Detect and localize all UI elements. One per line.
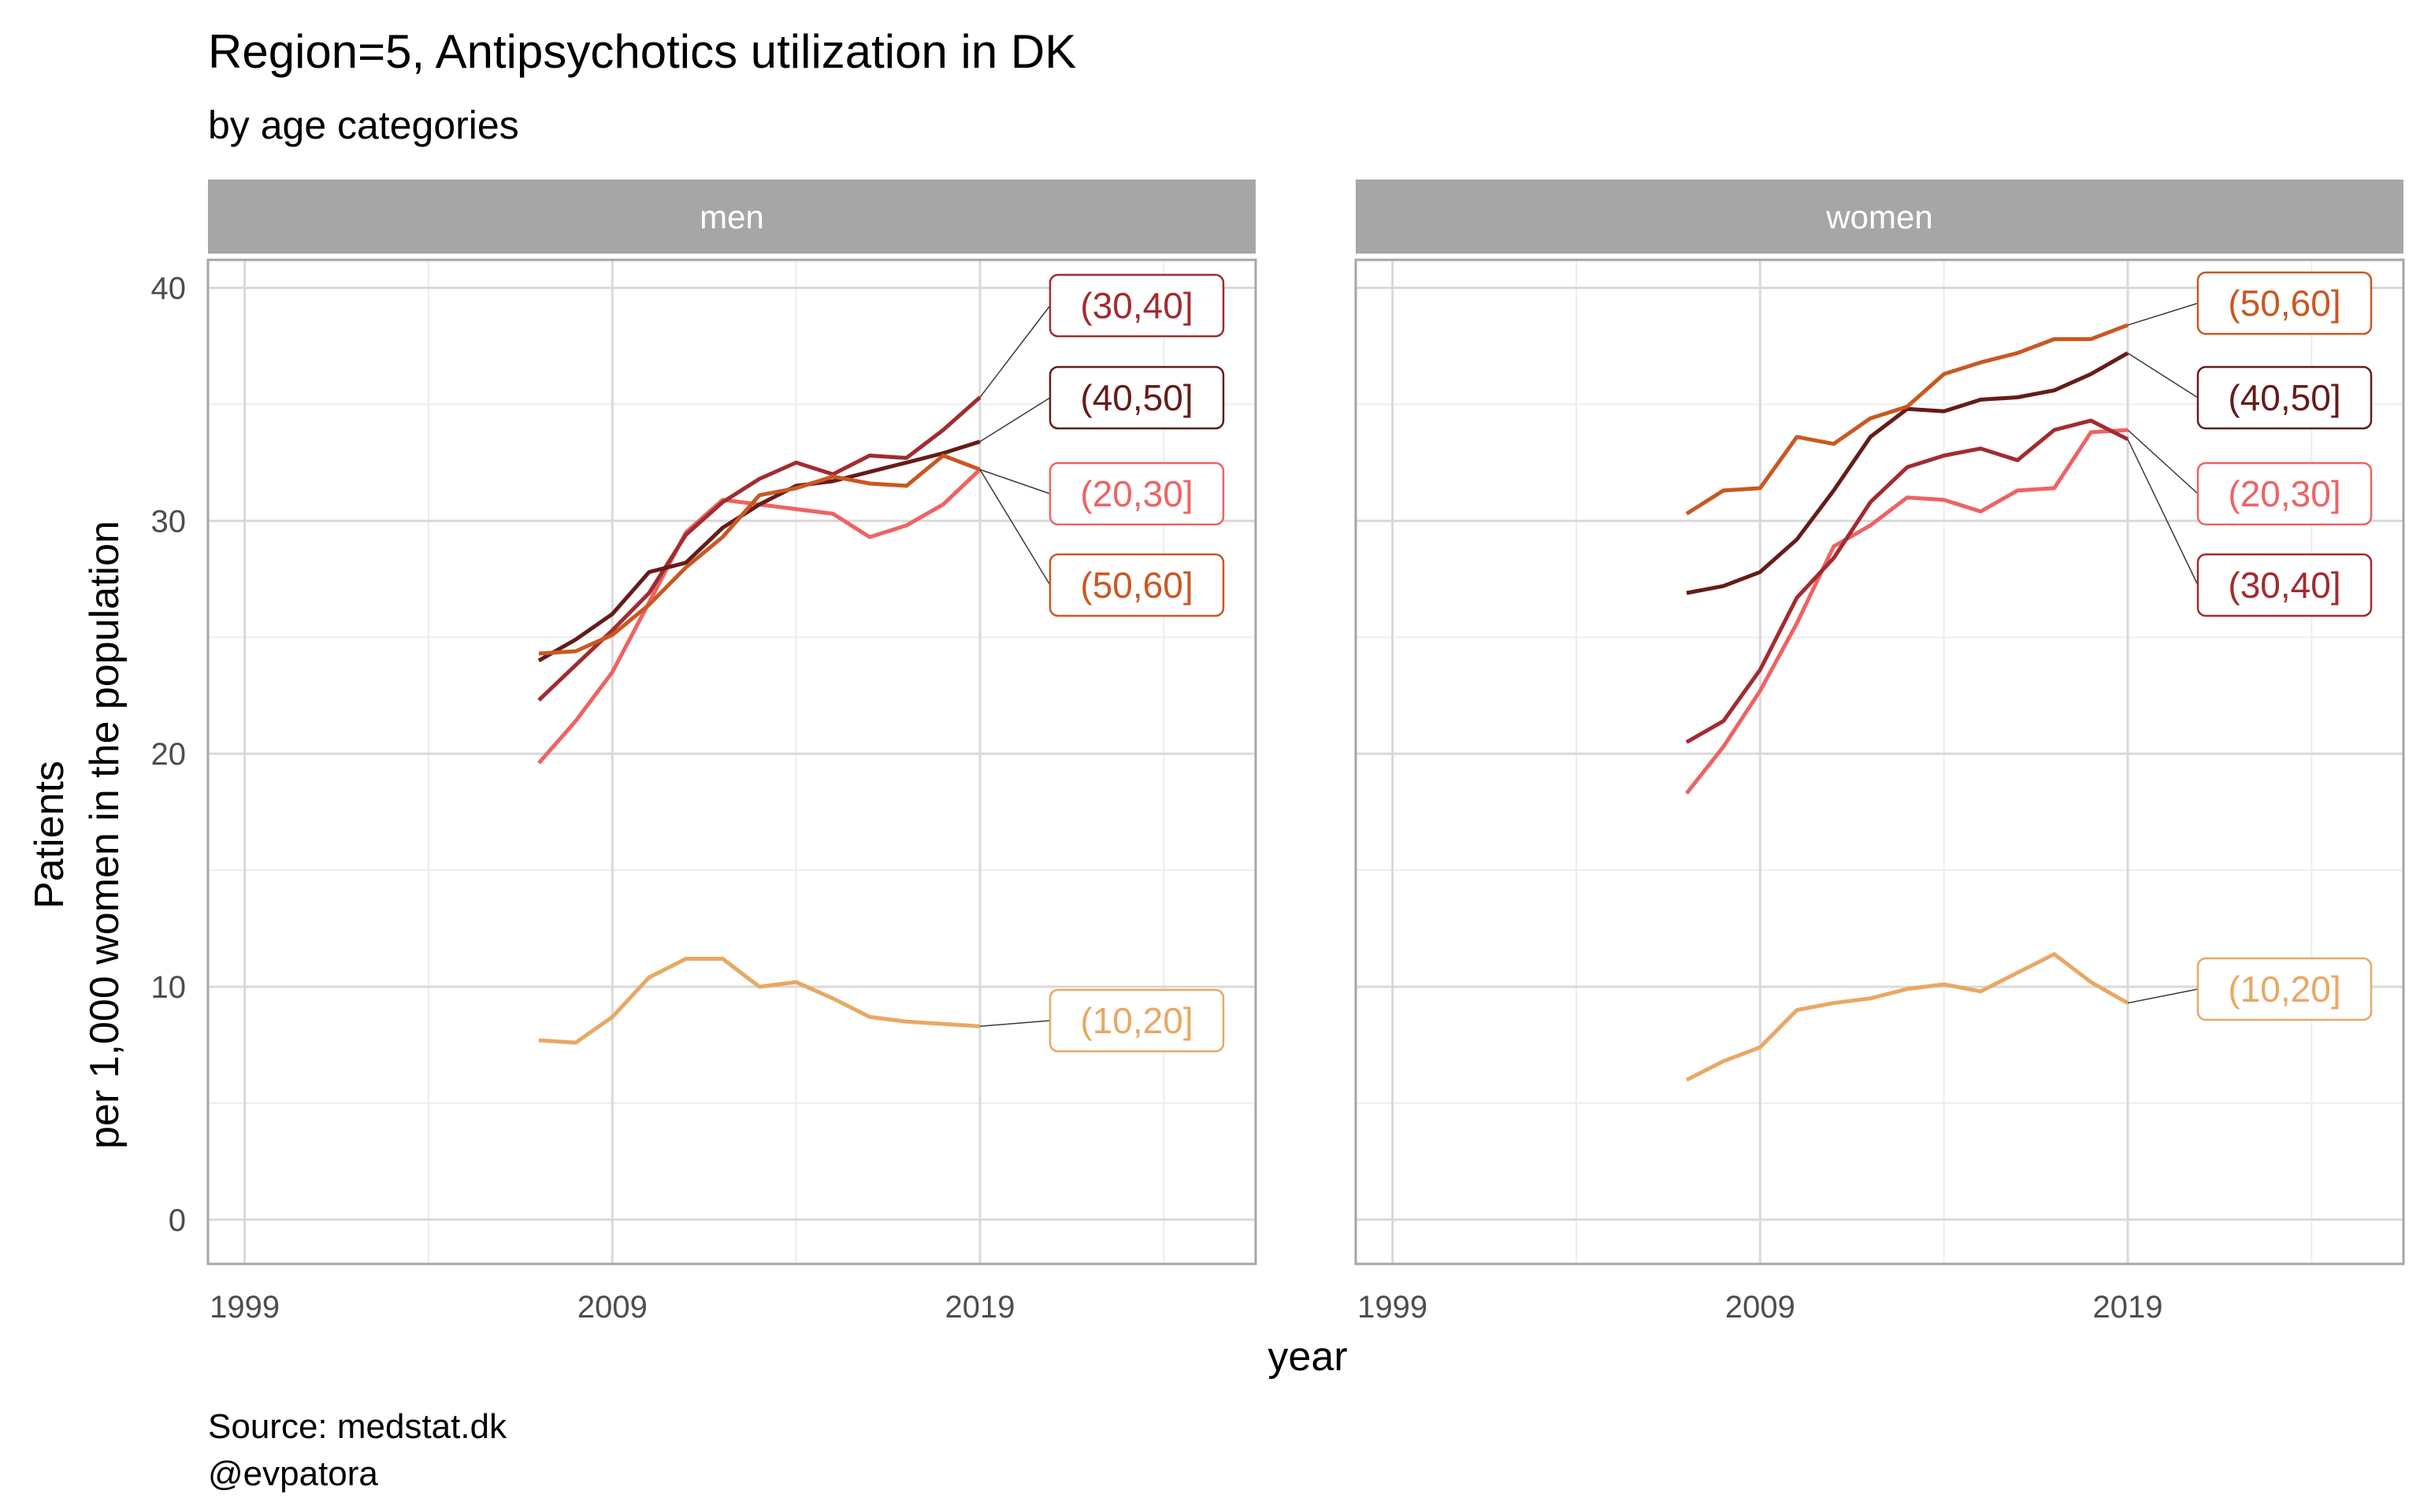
- x-tick-label: 2009: [577, 1290, 648, 1325]
- series-label-box: [1049, 988, 1225, 1053]
- series-label-text: (40,50]: [2228, 377, 2340, 418]
- x-tick-label: 2019: [2093, 1290, 2163, 1325]
- series-label-text: (10,20]: [2228, 969, 2340, 1010]
- series-label-leader: [2127, 302, 2199, 326]
- caption-source: Source: medstat.dk: [208, 1407, 507, 1446]
- series-line-(30,40]: [1685, 418, 2129, 744]
- panel-women: women 1999 2009 2019 (50,60] (40,50] (20,30] (3…: [1354, 180, 2405, 1325]
- series-label-(50,60]: (50,60]: [2127, 271, 2373, 335]
- y-tick-label: 20: [151, 737, 187, 772]
- series-label-box: [2196, 271, 2373, 335]
- strip-women: [1356, 180, 2403, 254]
- series-line-(50,60]: [1685, 323, 2129, 516]
- x-tick-label: 1999: [210, 1290, 280, 1325]
- series-label-text: (50,60]: [2228, 283, 2340, 324]
- series-line-(40,50]: [1686, 351, 2129, 595]
- series-label-text: (50,60]: [1080, 565, 1193, 606]
- caption-handle: @evpatora: [208, 1455, 378, 1493]
- series-label-leader: [2127, 439, 2199, 586]
- series-label-box: [1049, 553, 1225, 617]
- series-label-text: (20,30]: [2228, 473, 2340, 514]
- series-label-box: [2196, 461, 2373, 526]
- series-label-text: (10,20]: [1080, 1000, 1193, 1041]
- strip-label-men: men: [700, 198, 764, 235]
- series-label-(10,20]: (10,20]: [979, 988, 1225, 1053]
- series-label-text: (30,40]: [2228, 565, 2340, 606]
- series-label-leader: [979, 1020, 1051, 1028]
- y-tick-label: 10: [151, 970, 187, 1005]
- series-label-(40,50]: (40,50]: [2127, 352, 2373, 430]
- series-label-(50,60]: (50,60]: [979, 469, 1225, 617]
- series-label-text: (40,50]: [1080, 377, 1193, 418]
- panel-border-men: [206, 258, 1257, 1266]
- series-line-(30,40]: [537, 395, 982, 702]
- y-axis-title: Patients per 1,000 women in the populati…: [27, 521, 128, 1149]
- series-label-box: [2196, 957, 2373, 1021]
- series-line-(50,60]: [538, 454, 981, 656]
- series-label-box: [2196, 553, 2373, 617]
- strip-label-women: women: [1825, 198, 1932, 235]
- series-line-(20,30]: [1685, 428, 2129, 795]
- series-label-box: [2196, 365, 2373, 430]
- series-label-leader: [979, 469, 1051, 586]
- x-axis-title: year: [1268, 1334, 1347, 1380]
- series-line-(20,30]: [537, 468, 982, 765]
- series-label-leader: [979, 397, 1051, 443]
- series-label-(40,50]: (40,50]: [979, 365, 1225, 443]
- series-label-(10,20]: (10,20]: [2127, 957, 2373, 1021]
- series-label-leader: [2127, 352, 2199, 398]
- y-axis-title-line2: per 1,000 women in the population: [82, 521, 128, 1149]
- series-label-leader: [979, 305, 1051, 398]
- y-tick-label: 30: [151, 504, 187, 539]
- y-tick-label: 40: [151, 271, 187, 306]
- series-label-leader: [2127, 988, 2199, 1004]
- chart-title: Region=5, Antipsychotics utilization in …: [208, 25, 1076, 78]
- series-line-(40,50]: [537, 439, 981, 662]
- series-label-box: [1049, 273, 1225, 338]
- series-label-text: (20,30]: [1080, 473, 1193, 514]
- series-label-box: [1049, 461, 1225, 526]
- x-tick-label: 1999: [1357, 1290, 1427, 1325]
- series-label-(30,40]: (30,40]: [2127, 439, 2373, 617]
- series-label-(30,40]: (30,40]: [979, 273, 1225, 398]
- series-label-text: (30,40]: [1080, 285, 1193, 326]
- chart-subtitle: by age categories: [208, 103, 519, 147]
- series-label-leader: [2127, 429, 2199, 495]
- series-label-leader: [979, 469, 1051, 495]
- strip-men: [208, 180, 1256, 254]
- panel-men: men 1999 2009 2019 0 10 20 30 40 (30,40] (40,50] (2…: [151, 180, 1257, 1325]
- series-line-(10,20]: [538, 957, 981, 1045]
- panels: men 1999 2009 2019 0 10 20 30 40 (30,40] (40,50] (2…: [151, 180, 2405, 1325]
- series-line-(10,20]: [1685, 952, 2129, 1082]
- x-tick-label: 2019: [945, 1290, 1015, 1325]
- y-tick-label: 0: [169, 1203, 186, 1238]
- x-tick-label: 2009: [1725, 1290, 1795, 1325]
- y-axis-title-line1: Patients: [27, 761, 72, 909]
- panel-border-women: [1354, 258, 2405, 1266]
- series-label-(20,30]: (20,30]: [979, 461, 1225, 526]
- series-label-(20,30]: (20,30]: [2127, 429, 2373, 526]
- series-label-box: [1049, 365, 1225, 430]
